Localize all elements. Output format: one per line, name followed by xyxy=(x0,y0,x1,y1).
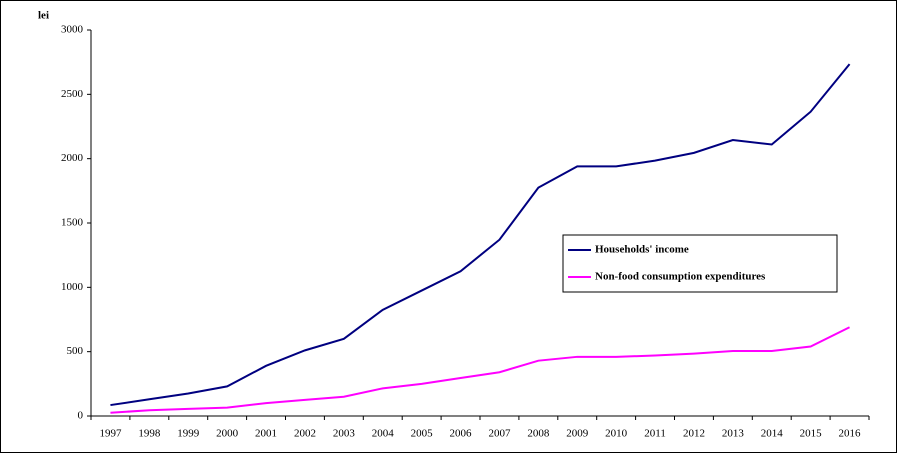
x-tick-label: 2013 xyxy=(722,428,745,440)
x-tick-label: 2010 xyxy=(605,428,628,440)
x-tick-label: 1998 xyxy=(138,428,161,440)
y-tick-label: 0 xyxy=(78,410,84,422)
x-tick-label: 2006 xyxy=(450,428,473,440)
y-tick-label: 3000 xyxy=(61,24,84,36)
line-series xyxy=(110,63,851,407)
x-tick-label: 2005 xyxy=(411,428,434,440)
y-tick-label: 1500 xyxy=(61,217,84,229)
legend-label: Households' income xyxy=(595,244,689,256)
x-tick-label: 2009 xyxy=(566,428,589,440)
x-tick-label: 1999 xyxy=(177,428,200,440)
legend-box xyxy=(562,234,838,293)
x-tick-label: 2008 xyxy=(527,428,550,440)
y-tick-label: 500 xyxy=(67,345,84,357)
y-tick-label: 2500 xyxy=(61,88,84,100)
y-axis-label: lei xyxy=(38,10,49,22)
x-tick-label: 2004 xyxy=(372,428,395,440)
x-tick-label: 2014 xyxy=(761,428,784,440)
x-tick-label: 2015 xyxy=(800,428,823,440)
y-tick-label: 1000 xyxy=(61,281,84,293)
line-series xyxy=(110,326,850,414)
x-tick-label: 2003 xyxy=(333,428,356,440)
x-tick-label: 2002 xyxy=(294,428,316,440)
x-tick-label: 2000 xyxy=(216,428,239,440)
x-tick-label: 2011 xyxy=(644,428,666,440)
x-tick-label: 2012 xyxy=(683,428,705,440)
y-tick-label: 2000 xyxy=(61,152,84,164)
x-tick-label: 2007 xyxy=(488,428,511,440)
legend-label: Non-food consumption expenditures xyxy=(595,271,766,283)
x-tick-label: 2001 xyxy=(255,428,277,440)
x-tick-label: 1997 xyxy=(99,428,122,440)
x-tick-label: 2016 xyxy=(839,428,862,440)
